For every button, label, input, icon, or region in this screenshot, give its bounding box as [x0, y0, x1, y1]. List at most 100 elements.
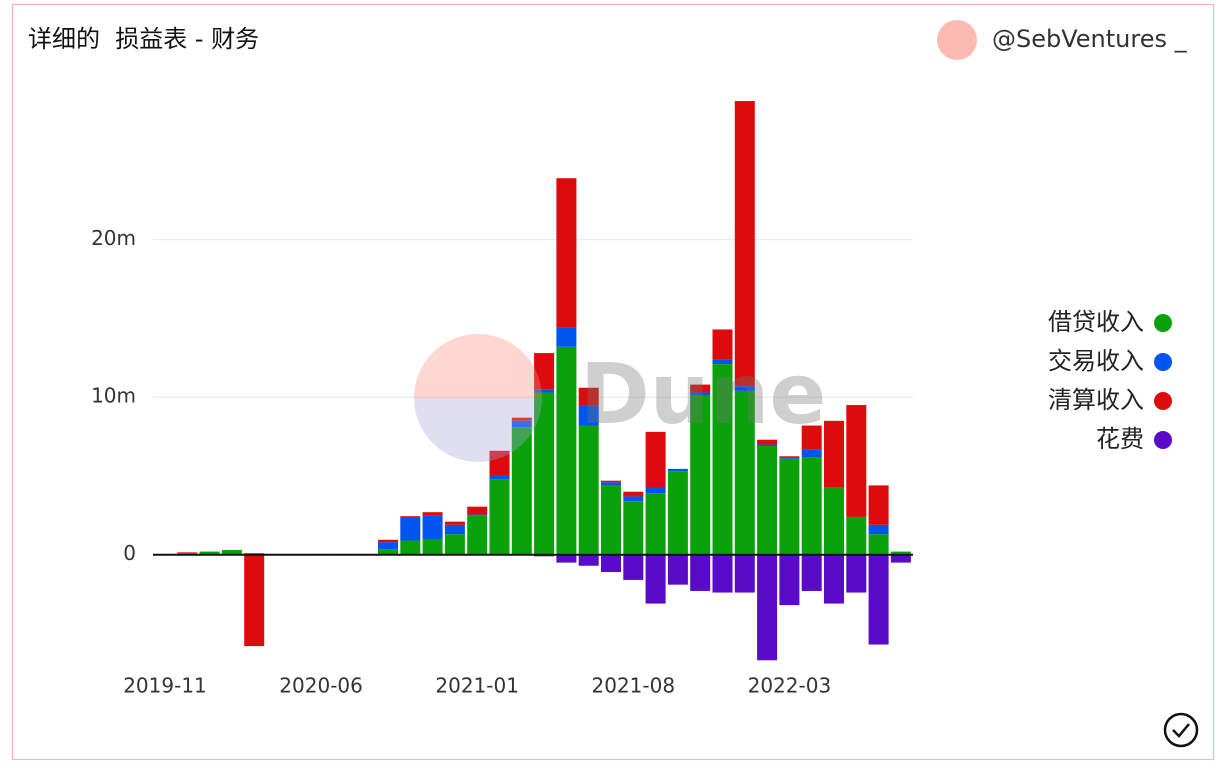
bar-segment — [757, 554, 778, 661]
bar-segment — [556, 327, 577, 347]
bar-segment — [511, 427, 532, 555]
bar-segment — [868, 554, 889, 645]
bar-segment — [578, 554, 599, 566]
bar-segment — [177, 552, 198, 554]
bar-segment — [779, 457, 800, 459]
bar-segment — [534, 392, 555, 555]
x-tick-label: 2021-08 — [592, 674, 676, 698]
bar-segment — [801, 449, 822, 458]
bar-segment — [601, 482, 621, 486]
bar-segment — [578, 425, 599, 555]
bar-segment — [667, 554, 688, 585]
bar-segment — [444, 524, 465, 535]
bar-segment — [378, 539, 398, 543]
bar-segment — [690, 554, 711, 591]
bar-segment — [556, 346, 577, 555]
bar-segment — [645, 493, 666, 555]
watermark: Dune — [414, 334, 826, 462]
bar-segment — [824, 420, 844, 487]
x-tick-label: 2020-06 — [279, 674, 363, 698]
bar-segment — [199, 551, 220, 555]
bar-segment — [467, 515, 488, 555]
bar-segment — [690, 384, 711, 393]
legend-dot — [1154, 314, 1172, 332]
bar-segment — [444, 521, 465, 525]
avatar[interactable] — [937, 20, 977, 60]
y-tick-label: 0 — [123, 541, 136, 565]
bar-segment — [801, 457, 822, 555]
chart-title: 详细的 损益表 - 财务 — [28, 25, 259, 53]
bar-segment — [712, 364, 733, 555]
bar-segment — [868, 485, 889, 525]
bar-segment — [801, 425, 822, 450]
bar-segment — [244, 554, 265, 647]
bar-segment — [846, 405, 867, 517]
legend-dot — [1154, 392, 1172, 410]
bar-segment — [645, 486, 666, 494]
bar-segment — [623, 496, 644, 502]
bar-segment — [467, 506, 488, 515]
check-icon[interactable] — [1163, 712, 1199, 748]
bar-segment — [801, 554, 822, 591]
watermark-text: Dune — [580, 345, 826, 443]
bar-segment — [667, 468, 688, 472]
bar-segment — [489, 475, 510, 480]
bar-segment — [890, 551, 911, 555]
bar-segment — [734, 390, 755, 555]
bar-segment — [489, 479, 510, 555]
x-tick-label: 2021-01 — [435, 674, 519, 698]
bar-segment — [712, 359, 733, 365]
bar-segment — [378, 549, 398, 555]
bar-segment — [221, 550, 242, 555]
bar-segment — [824, 486, 844, 555]
bar-segment — [645, 431, 666, 487]
bar-segment — [779, 554, 800, 606]
bar-segment — [578, 387, 599, 406]
bar-segment — [601, 554, 621, 573]
bar-segment — [511, 417, 532, 421]
legend-label[interactable]: 清算收入 — [1048, 386, 1144, 414]
bar-segment — [578, 405, 599, 426]
bar-segment — [734, 554, 755, 593]
bar-segment — [734, 386, 755, 391]
bar-segment — [534, 389, 555, 393]
bar-segment — [467, 514, 488, 516]
bar-segment — [846, 516, 867, 555]
bar-segment — [623, 554, 644, 580]
bar-segment — [489, 450, 510, 476]
bar-segment — [846, 554, 867, 593]
legend-label[interactable]: 花费 — [1096, 425, 1144, 453]
bar-segment — [667, 471, 688, 555]
bar-segment — [400, 540, 421, 555]
bar-segment — [601, 485, 621, 555]
x-tick-label: 2019-11 — [123, 674, 207, 698]
bar-segment — [556, 178, 577, 328]
bar-segment — [824, 554, 844, 604]
bar-segment — [422, 512, 443, 516]
bar-segment — [623, 501, 644, 555]
bar-segment — [779, 456, 800, 458]
x-tick-label: 2022-03 — [748, 674, 832, 698]
legend-label[interactable]: 交易收入 — [1048, 347, 1144, 375]
bar-segment — [868, 524, 889, 535]
bar-segment — [712, 554, 733, 593]
bar-segment — [868, 534, 889, 555]
bar-segment — [400, 516, 421, 541]
bar-segment — [890, 554, 911, 563]
frame — [12, 4, 1214, 760]
user-name[interactable]: @SebVentures _ — [992, 25, 1188, 53]
bar-segment — [534, 353, 555, 390]
bar-segment — [623, 491, 644, 497]
bar-segment — [690, 395, 711, 555]
watermark-logo — [414, 334, 542, 398]
bar-segment — [712, 329, 733, 360]
legend-label[interactable]: 借贷收入 — [1048, 308, 1144, 336]
bar-segment — [757, 446, 778, 555]
bar-segment — [645, 554, 666, 604]
bar-segment — [556, 554, 577, 563]
bar-segment — [601, 480, 621, 483]
bar-segment — [400, 516, 421, 517]
bar-segment — [690, 392, 711, 396]
y-tick-label: 20m — [91, 226, 136, 250]
